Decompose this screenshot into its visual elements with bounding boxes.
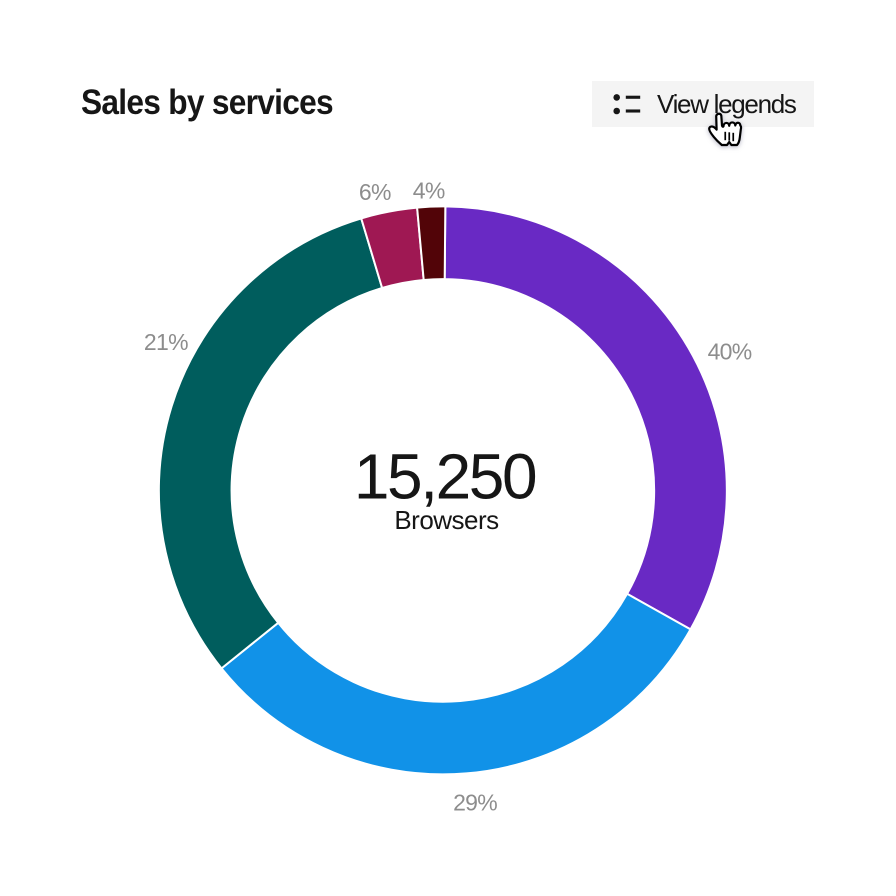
svg-text:15,250: 15,250 [354, 440, 536, 512]
svg-text:40%: 40% [708, 338, 752, 364]
svg-text:4%: 4% [413, 178, 445, 204]
svg-text:21%: 21% [144, 329, 188, 355]
svg-text:6%: 6% [359, 179, 391, 205]
svg-text:Browsers: Browsers [394, 505, 499, 535]
svg-text:29%: 29% [453, 790, 497, 816]
